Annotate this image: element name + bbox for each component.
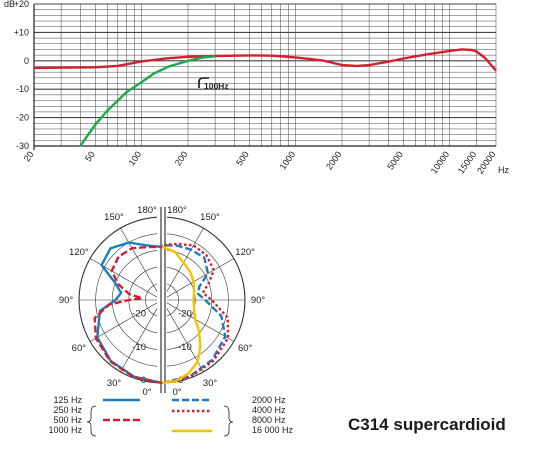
- legend-brace-left: [86, 405, 97, 437]
- polar-angle-label: 180°: [167, 205, 187, 216]
- polar-curve-right: [161, 242, 230, 385]
- polar-angle-label: 90°: [59, 295, 74, 306]
- x-tick-label: 50: [83, 149, 97, 163]
- polar-angle-label: 150°: [200, 212, 220, 223]
- polar-spoke: [167, 302, 235, 342]
- x-tick-label: 2000: [324, 149, 344, 171]
- polar-grid-right: [167, 216, 246, 384]
- polar-spoke: [120, 308, 157, 373]
- polar-spoke: [89, 302, 157, 342]
- y-axis-label: dB: [4, 0, 15, 9]
- polar-r-label-right: 0: [178, 375, 183, 386]
- y-tick-label: -10: [16, 84, 29, 94]
- legend-label: 16 000 Hz: [252, 425, 294, 435]
- polar-pattern-chart: -20 -20 -10 -10 0 0 180° 180° 150° 150° 120° 120° 90…: [59, 205, 266, 398]
- x-tick-label: 20: [22, 149, 36, 163]
- x-tick-label: 100: [126, 149, 143, 167]
- polar-r-label-right: -20: [178, 309, 192, 320]
- polar-angle-label: 0°: [172, 387, 181, 398]
- x-tick-label: 500: [234, 149, 251, 167]
- legend-label: 500 Hz: [53, 415, 82, 425]
- legend-label: 4000 Hz: [252, 405, 286, 415]
- polar-angle-label: 60°: [238, 343, 253, 354]
- legend-label: 1000 Hz: [48, 425, 82, 435]
- x-unit-label: Hz: [498, 165, 509, 175]
- polar-curve-left: [93, 245, 163, 385]
- highpass-filter-icon: [198, 77, 209, 88]
- polar-curve-right: [161, 245, 202, 385]
- x-tick-label: 1000: [278, 149, 298, 171]
- polar-angle-label: 90°: [251, 295, 266, 306]
- product-title: C314 supercardioid: [348, 415, 506, 434]
- low-cut-curve: [79, 55, 216, 147]
- response-curve: [33, 48, 497, 72]
- legend-brace-right: [223, 405, 234, 437]
- polar-spoke: [120, 227, 157, 292]
- polar-angle-label: 120°: [69, 247, 89, 258]
- x-tick-label: 5000: [385, 149, 405, 171]
- legend-label: 2000 Hz: [252, 395, 286, 405]
- legend-label: 250 Hz: [53, 405, 82, 415]
- polar-r-label-left: 0: [141, 375, 146, 386]
- x-tick-label: 15000: [456, 149, 479, 175]
- y-tick-label: 0: [24, 56, 29, 66]
- x-tick-label: 20000: [475, 149, 498, 175]
- polar-angle-label: 180°: [137, 205, 157, 216]
- polar-r-label-right: -10: [178, 342, 192, 353]
- polar-curve-right: [161, 244, 227, 385]
- polar-r-label-left: -10: [132, 342, 146, 353]
- polar-angle-label: 0°: [142, 387, 151, 398]
- polar-angle-label: 150°: [104, 212, 124, 223]
- polar-spoke: [167, 308, 204, 373]
- polar-angle-label: 30°: [107, 378, 122, 389]
- polar-angle-label: 120°: [235, 247, 255, 258]
- polar-r-label-left: -20: [132, 309, 146, 320]
- y-tick-label: +20: [14, 0, 29, 9]
- legend-label: 125 Hz: [53, 395, 82, 405]
- polar-spoke: [167, 227, 204, 292]
- y-tick-label: -20: [16, 113, 29, 123]
- y-tick-label: -30: [16, 141, 29, 151]
- filter-annotation: 100Hz: [204, 81, 229, 91]
- y-tick-label: +10: [14, 27, 29, 37]
- polar-angle-label: 60°: [72, 343, 87, 354]
- x-tick-label: 200: [173, 149, 190, 167]
- legend-label: 8000 Hz: [252, 415, 286, 425]
- polar-angle-label: 30°: [203, 378, 218, 389]
- polar-spoke: [167, 258, 235, 298]
- x-tick-label: 10000: [429, 149, 452, 175]
